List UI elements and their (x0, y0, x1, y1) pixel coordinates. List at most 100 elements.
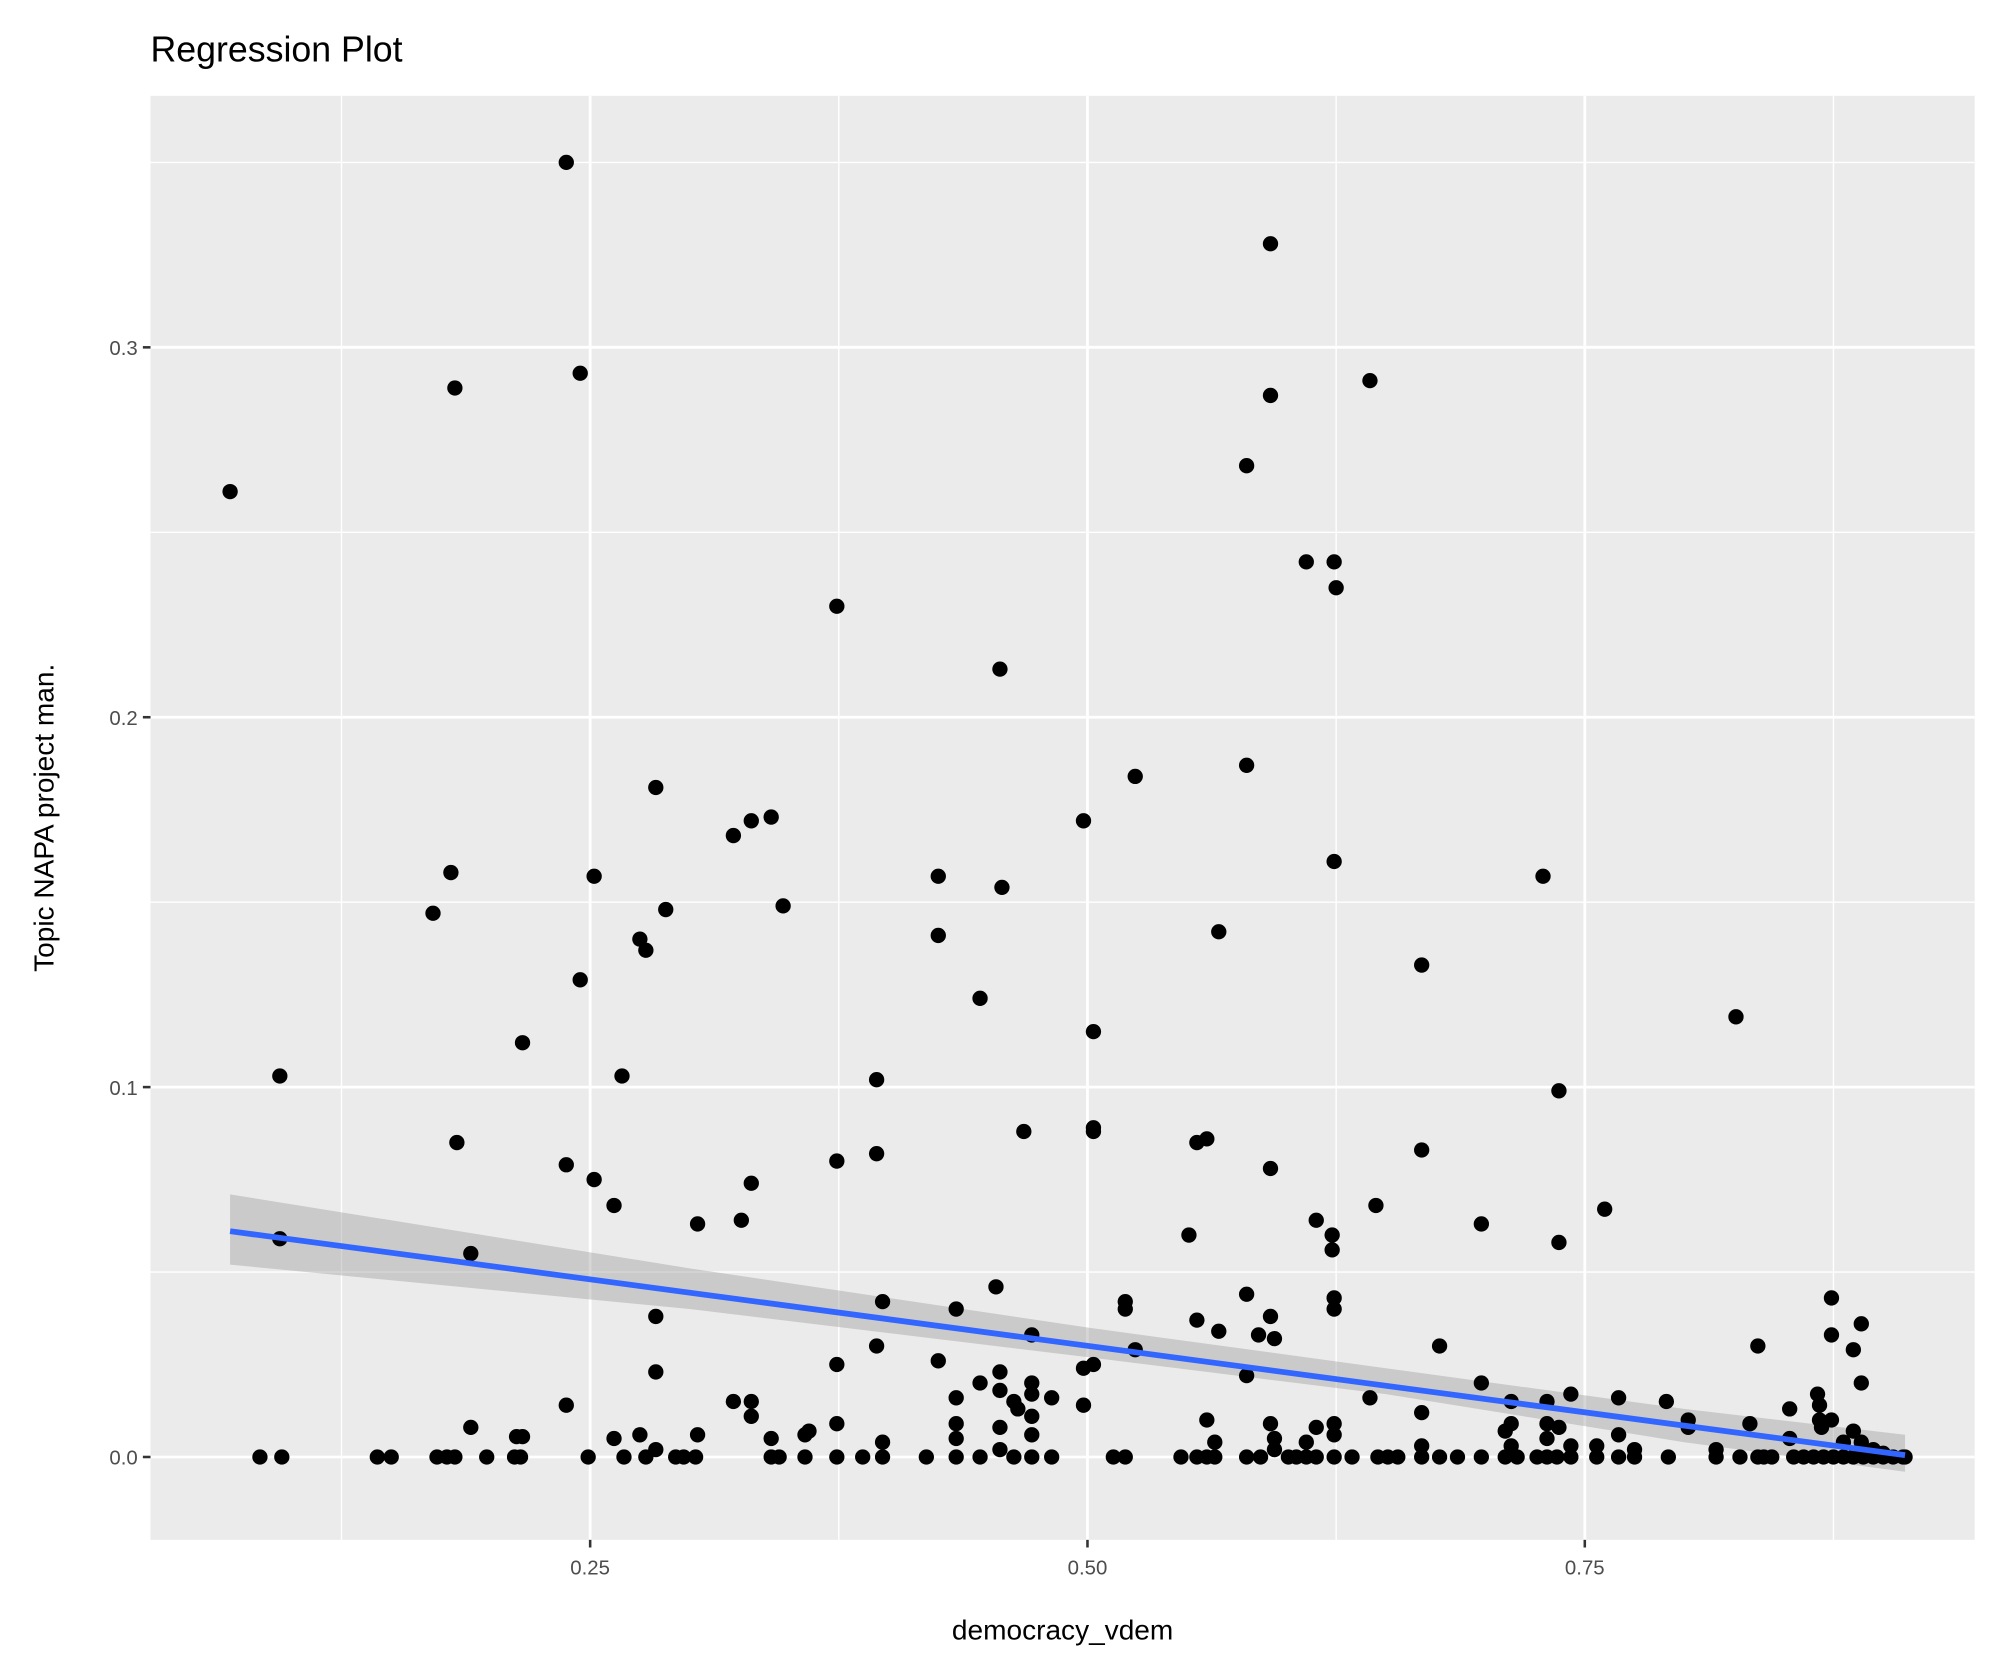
data-point (763, 809, 779, 825)
data-point (514, 1428, 531, 1445)
data-point (868, 1072, 885, 1088)
data-point (1764, 1449, 1780, 1465)
data-point (1845, 1423, 1862, 1439)
data-point (948, 1430, 964, 1447)
data-point (558, 1157, 574, 1173)
data-point (479, 1449, 495, 1465)
data-point (1823, 1290, 1840, 1306)
data-point (1266, 1330, 1283, 1347)
data-point (743, 1393, 759, 1410)
x-tick-label: 0.25 (570, 1557, 610, 1579)
data-point (1509, 1449, 1525, 1465)
data-point (725, 1393, 742, 1410)
data-point (874, 1449, 891, 1465)
data-point (689, 1427, 706, 1443)
data-point (1431, 1338, 1448, 1354)
data-point (1326, 1449, 1342, 1465)
data-point (1238, 1449, 1255, 1465)
data-point (1326, 1301, 1342, 1317)
data-point (463, 1245, 479, 1262)
data-point (383, 1449, 399, 1465)
data-point (992, 1419, 1008, 1436)
data-point (1414, 1142, 1430, 1158)
data-point (1551, 1419, 1567, 1436)
data-point (972, 1375, 988, 1391)
y-tick-label: 0.1 (109, 1078, 137, 1100)
data-point (658, 901, 674, 918)
data-point (1563, 1438, 1579, 1454)
data-point (1563, 1449, 1579, 1465)
data-point (1344, 1449, 1360, 1465)
y-tick-label: 0.2 (109, 708, 137, 730)
data-point (272, 1068, 288, 1084)
data-point (1127, 768, 1143, 785)
data-point (868, 1338, 885, 1354)
data-point (1597, 1201, 1613, 1217)
data-point (675, 1449, 692, 1465)
data-point (1326, 554, 1342, 570)
data-point (1024, 1386, 1040, 1402)
data-point (992, 1382, 1008, 1399)
data-point (1326, 1427, 1342, 1443)
confidence-band-group (230, 1194, 1906, 1472)
data-point (1308, 1449, 1324, 1465)
data-point (868, 1146, 885, 1162)
data-point (1551, 1234, 1567, 1251)
data-point (775, 898, 791, 914)
data-point (1238, 1286, 1255, 1302)
data-point (1181, 1227, 1197, 1243)
data-point (801, 1423, 817, 1439)
data-point (1732, 1449, 1748, 1465)
data-point (586, 868, 602, 884)
data-point (512, 1449, 529, 1465)
data-point (1044, 1449, 1060, 1465)
data-point (1238, 757, 1255, 773)
data-point (1252, 1449, 1269, 1465)
data-point (1324, 1227, 1340, 1243)
data-point (1326, 853, 1342, 870)
data-point (1238, 1367, 1255, 1384)
data-point (948, 1301, 964, 1317)
data-point (1006, 1449, 1022, 1465)
data-point (743, 813, 759, 829)
data-point (855, 1449, 871, 1465)
data-point (1075, 813, 1092, 829)
data-point (988, 1279, 1004, 1295)
data-point (1105, 1449, 1121, 1465)
data-point (606, 1197, 622, 1214)
x-axis-title: democracy_vdem (952, 1614, 1173, 1645)
data-point (648, 779, 664, 796)
data-point (1823, 1412, 1840, 1428)
data-point (1075, 1397, 1092, 1413)
data-point (1326, 1416, 1342, 1432)
data-point (1262, 1160, 1279, 1177)
plot-panel (150, 95, 1975, 1540)
data-point (648, 1364, 664, 1380)
data-point (874, 1434, 891, 1450)
data-point (1549, 1449, 1565, 1465)
data-point (1589, 1438, 1605, 1454)
data-point (1503, 1416, 1519, 1432)
data-point (252, 1449, 268, 1465)
data-point (1173, 1449, 1189, 1465)
data-point (1044, 1390, 1060, 1406)
data-point (1414, 957, 1430, 973)
data-point (1823, 1327, 1840, 1343)
data-point (1563, 1386, 1579, 1402)
data-point (972, 1449, 988, 1465)
data-point (1728, 1009, 1744, 1025)
data-point (1308, 1419, 1324, 1436)
data-point (1589, 1449, 1605, 1465)
y-tick-label: 0.0 (109, 1448, 137, 1470)
data-point (1024, 1375, 1040, 1391)
data-point (1117, 1449, 1133, 1465)
data-point (992, 1441, 1008, 1458)
data-point (1266, 1441, 1283, 1458)
data-point (930, 927, 946, 944)
data-point (1473, 1375, 1490, 1391)
fit-line-group (229, 1228, 1906, 1458)
data-point (1473, 1216, 1490, 1232)
data-point (447, 1449, 463, 1465)
data-point (1262, 1416, 1279, 1432)
data-point (572, 972, 588, 988)
